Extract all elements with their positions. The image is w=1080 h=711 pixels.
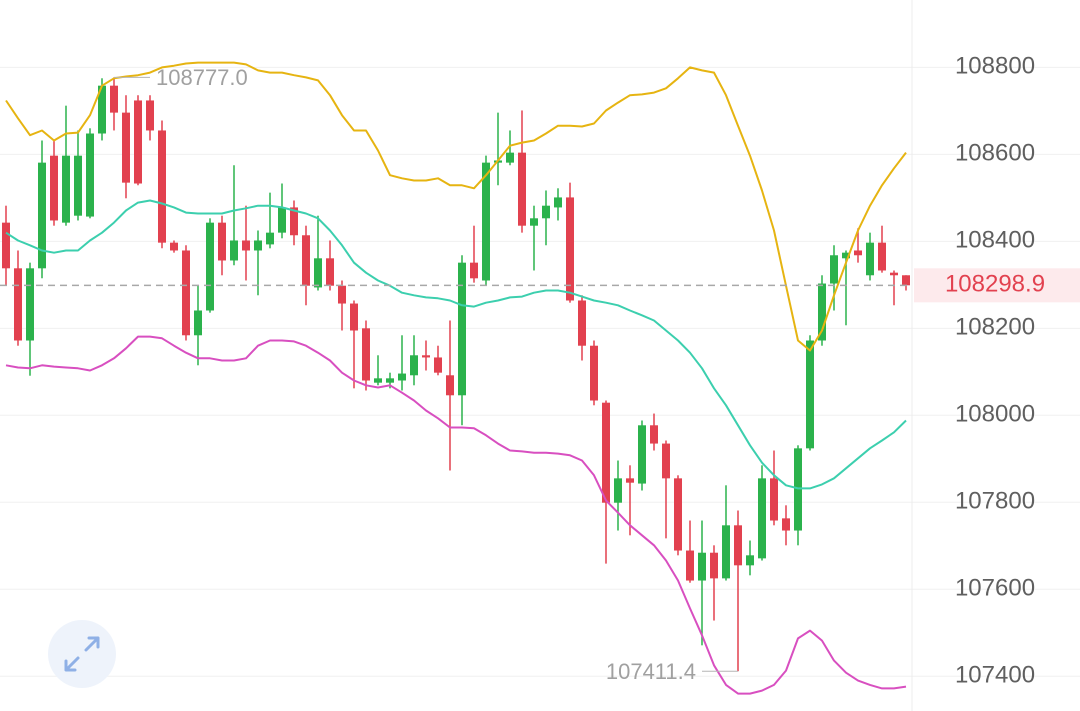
candle-body <box>650 425 658 444</box>
candle-body <box>86 133 94 217</box>
candle-body <box>122 112 130 183</box>
candle-body <box>230 240 238 261</box>
candle-body <box>794 448 802 531</box>
candle-body <box>326 258 334 286</box>
candle-body <box>530 218 538 226</box>
expand-button-bg[interactable] <box>48 620 116 688</box>
candle-body <box>674 478 682 551</box>
candle-body <box>362 328 370 381</box>
candle-body <box>134 100 142 184</box>
candle-body <box>470 262 478 279</box>
candle-body <box>482 162 490 281</box>
candle-body <box>302 235 310 286</box>
candle-body <box>842 252 850 259</box>
candle-body <box>110 85 118 113</box>
band-line <box>5 199 907 490</box>
candle-body <box>686 550 694 581</box>
candle-body <box>590 345 598 401</box>
y-tick-label: 108200 <box>955 314 1035 341</box>
candle-body <box>374 378 382 383</box>
candle-body <box>446 375 454 396</box>
candle-body <box>806 340 814 449</box>
y-tick-label: 107600 <box>955 575 1035 602</box>
candle-body <box>314 258 322 288</box>
y-tick-label: 108600 <box>955 140 1035 167</box>
candle-body <box>746 555 754 566</box>
candle-body <box>398 373 406 381</box>
candle-body <box>506 152 514 163</box>
candle-body <box>662 443 670 479</box>
candle-body <box>638 425 646 484</box>
candle-body <box>278 207 286 233</box>
candle-body <box>2 222 10 269</box>
candle-body <box>770 478 778 521</box>
candle-body <box>710 552 718 579</box>
candle-body <box>146 100 154 131</box>
candle-body <box>602 402 610 503</box>
candle-body <box>62 155 70 223</box>
candle-body <box>338 285 346 304</box>
candle-body <box>818 283 826 341</box>
candle-body <box>854 250 862 256</box>
candle-body <box>38 162 46 269</box>
candle-body <box>422 355 430 358</box>
candle-body <box>890 272 898 276</box>
candle-body <box>158 130 166 243</box>
candle-body <box>14 268 22 341</box>
last-price-badge <box>914 268 1080 303</box>
candle-body <box>722 525 730 579</box>
y-tick-label: 107800 <box>955 488 1035 515</box>
candle-body <box>182 250 190 336</box>
candle-body <box>74 155 82 216</box>
candle-body <box>902 275 910 286</box>
candle-body <box>734 525 742 566</box>
candle-body <box>50 155 58 221</box>
candle-body <box>758 478 766 559</box>
expand-icon[interactable] <box>64 636 100 672</box>
candle-body <box>434 357 442 373</box>
candle-body <box>386 378 394 383</box>
candle-body <box>242 240 250 251</box>
annotation-label: 108777.0 <box>156 65 248 90</box>
band-line <box>5 61 907 352</box>
candle-body <box>554 197 562 208</box>
candle-body <box>194 310 202 336</box>
candle-body <box>578 300 586 346</box>
y-tick-label: 108800 <box>955 53 1035 80</box>
candle-body <box>614 478 622 503</box>
candle-body <box>542 205 550 219</box>
candle-body <box>782 518 790 531</box>
expand-button[interactable] <box>48 620 116 688</box>
candle-body <box>518 152 526 226</box>
candle-body <box>98 85 106 134</box>
candle-body <box>26 268 34 341</box>
candle-body <box>410 355 418 376</box>
candle-body <box>218 222 226 261</box>
candle-body <box>698 552 706 581</box>
annotation-label: 107411.4 <box>606 659 696 684</box>
last-price-label: 108298.9 <box>945 271 1045 298</box>
candle-body <box>206 222 214 311</box>
candle-body <box>266 232 274 245</box>
candle-body <box>458 262 466 396</box>
candle-body <box>830 255 838 284</box>
band-line <box>5 335 907 695</box>
candle-body <box>626 478 634 483</box>
candle-body <box>170 242 178 251</box>
candle-body <box>866 242 874 276</box>
candle-body <box>566 197 574 301</box>
candle-body <box>350 303 358 331</box>
y-tick-label: 108000 <box>955 401 1035 428</box>
y-tick-label: 107400 <box>955 662 1035 689</box>
candle-body <box>878 242 886 271</box>
y-tick-label: 108400 <box>955 227 1035 254</box>
candle-body <box>290 207 298 236</box>
candle-body <box>254 240 262 251</box>
